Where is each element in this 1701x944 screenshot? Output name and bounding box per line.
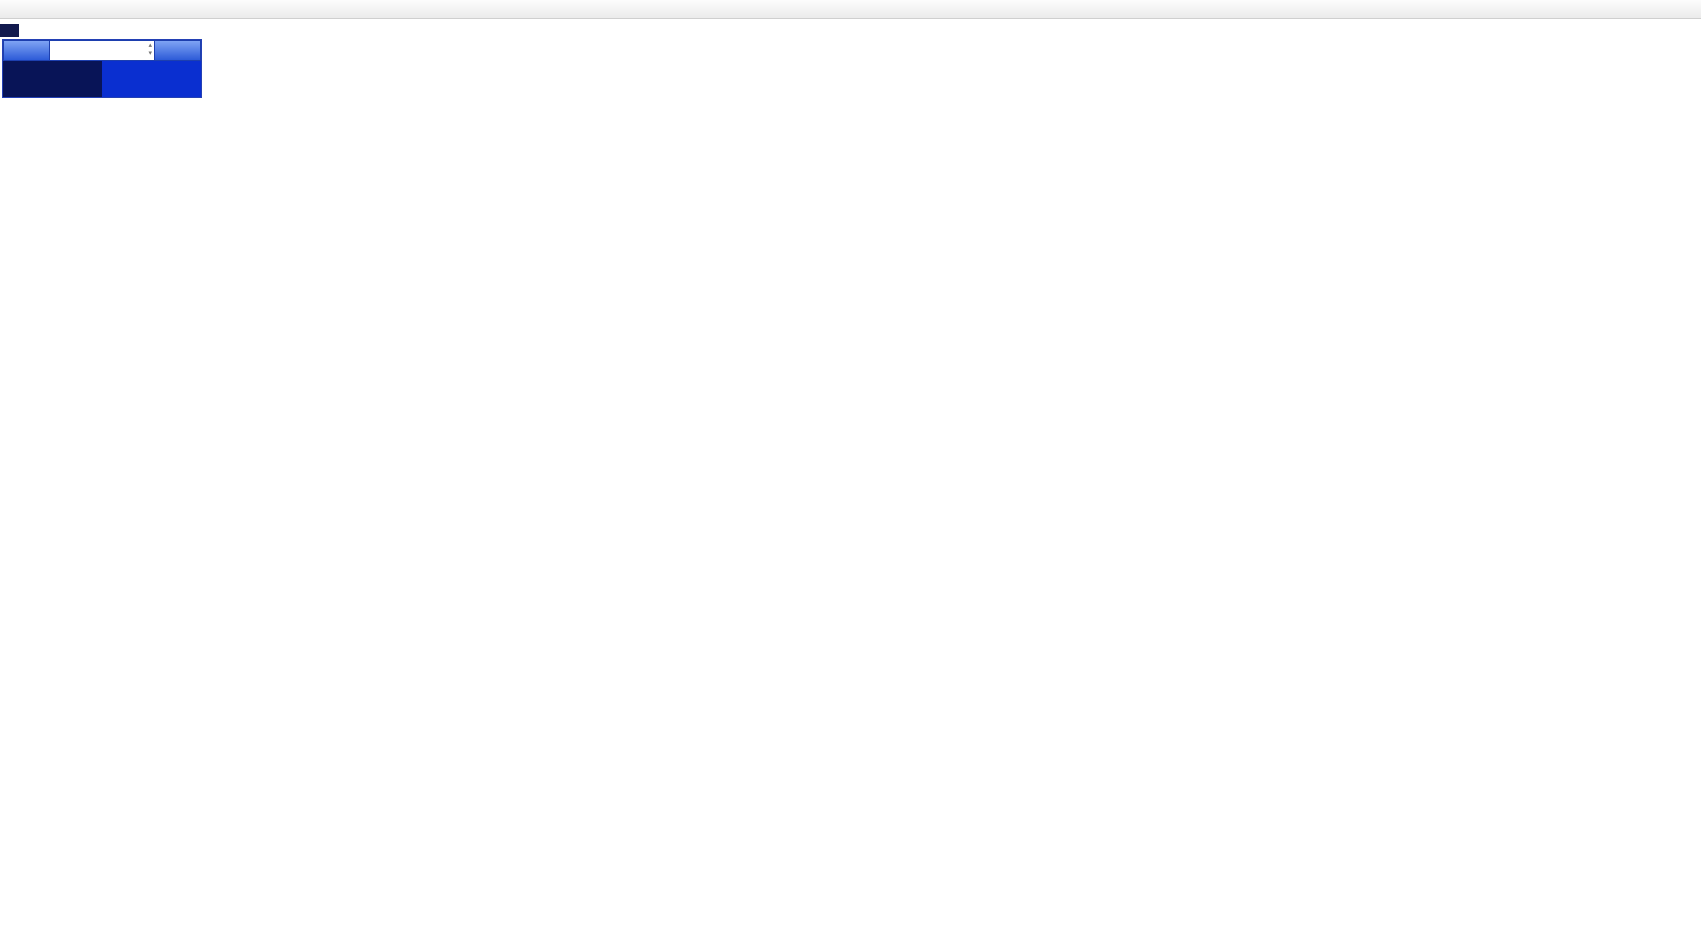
volume-stepper[interactable]: ▴ ▾: [148, 42, 152, 58]
sell-button[interactable]: [3, 40, 50, 61]
volume-down-icon[interactable]: ▾: [148, 50, 152, 57]
symbol-info-bar: [0, 24, 19, 37]
volume-field[interactable]: ▴ ▾: [50, 40, 154, 61]
one-click-trading-panel: ▴ ▾: [2, 39, 202, 98]
sell-price-display[interactable]: [3, 61, 102, 97]
rsi-label: [3, 687, 10, 699]
chart-canvas[interactable]: [0, 19, 1701, 872]
chart-region: ▴ ▾: [0, 19, 1701, 872]
macd-label: [3, 535, 16, 547]
buy-button[interactable]: [154, 40, 201, 61]
volume-up-icon[interactable]: ▴: [148, 42, 152, 49]
main-toolbar: [0, 0, 1701, 19]
buy-price-display[interactable]: [102, 61, 201, 97]
